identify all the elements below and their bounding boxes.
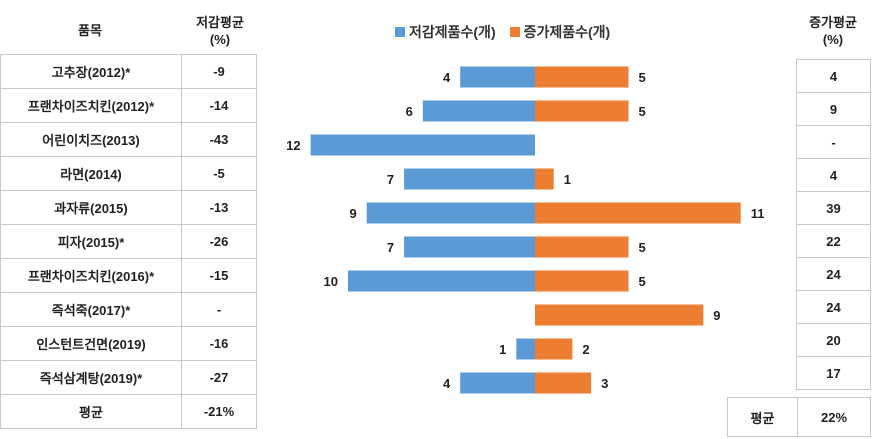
increase-data-label: 1 [564, 172, 571, 187]
table-row: 22 [796, 224, 871, 258]
increase-bar [535, 168, 554, 190]
table-row: 프랜차이즈치킨(2016)* -15 [0, 258, 257, 293]
decrease-data-label: 12 [286, 138, 300, 153]
table-row: 20 [796, 323, 871, 357]
legend-swatch-decrease [395, 27, 405, 37]
item-name-cell: 인스턴트건면(2019) [0, 326, 182, 361]
decrease-data-label: 7 [387, 240, 394, 255]
decrease-bar [348, 270, 535, 292]
item-name-cell: 즉석삼계탕(2019)* [0, 360, 182, 395]
decrease-avg-cell: -9 [181, 54, 257, 89]
increase-data-label: 5 [639, 274, 646, 289]
decrease-bar [366, 202, 535, 224]
item-name-cell: 과자류(2015) [0, 190, 182, 225]
increase-data-label: 5 [639, 240, 646, 255]
increase-avg-cell: 39 [796, 191, 871, 225]
increase-data-label: 5 [639, 104, 646, 119]
increase-bar [535, 372, 592, 394]
legend-label-decrease: 저감제품수(개) [409, 24, 496, 40]
decrease-bar [516, 338, 535, 360]
item-name-cell: 즉석죽(2017)* [0, 292, 182, 327]
decrease-avg-cell: -13 [181, 190, 257, 225]
increase-average-box: 평균 22% [727, 397, 871, 437]
decrease-bar [422, 100, 535, 122]
item-name-cell: 피자(2015)* [0, 224, 182, 259]
table-row: 인스턴트건면(2019) -16 [0, 326, 257, 361]
increase-avg-header: 증가평균 (%) [809, 15, 857, 47]
table-row: 4 [796, 158, 871, 192]
legend-swatch-increase [509, 27, 520, 37]
table-row: 24 [796, 257, 871, 291]
table-row: 과자류(2015) -13 [0, 190, 257, 225]
table-row: 피자(2015)* -26 [0, 224, 257, 259]
decrease-bar [404, 236, 535, 258]
decrease-avg-cell: -16 [181, 326, 257, 361]
table-row: 4 [796, 59, 871, 93]
legend-item-decrease: 저감제품수(개) [395, 22, 496, 42]
decrease-data-label: 1 [499, 342, 506, 357]
decrease-data-label: 6 [406, 104, 413, 119]
increase-avg-cell: 17 [796, 356, 871, 390]
increase-bar [535, 304, 704, 326]
increase-avg-cell: 24 [796, 257, 871, 291]
increase-average-value: 22% [820, 409, 848, 425]
table-row: 즉석죽(2017)* - [0, 292, 257, 327]
table-row: 라면(2014) -5 [0, 156, 257, 191]
increase-avg-cell: 4 [796, 158, 871, 192]
decrease-average-value-cell: -21% [181, 394, 257, 429]
increase-data-label: 3 [601, 376, 608, 391]
item-header: 품목 [78, 23, 102, 38]
increase-avg-cell: 20 [796, 323, 871, 357]
left-table: 고추장(2012)* -9 프랜차이즈치킨(2012)* -14 어린이치즈(2013)… [0, 54, 257, 429]
decrease-avg-cell: -14 [181, 88, 257, 123]
table-row: 17 [796, 356, 871, 390]
decrease-avg-header: 저감평균 (%) [196, 15, 244, 47]
increase-avg-cell: - [796, 125, 871, 159]
item-name-cell: 고추장(2012)* [0, 54, 182, 89]
table-row: - [796, 125, 871, 159]
increase-bar [535, 270, 629, 292]
decrease-bar [404, 168, 535, 190]
increase-bar [535, 236, 629, 258]
legend-item-increase: 증가제품수(개) [509, 22, 611, 42]
item-name-cell: 프랜차이즈치킨(2012)* [0, 88, 182, 123]
increase-data-label: 2 [582, 342, 589, 357]
increase-bar [535, 202, 741, 224]
decrease-data-label: 7 [387, 172, 394, 187]
decrease-avg-cell: -15 [181, 258, 257, 293]
decrease-data-label: 9 [349, 206, 356, 221]
increase-bar [535, 66, 629, 88]
legend-label-increase: 증가제품수(개) [523, 24, 611, 40]
item-name-cell: 어린이치즈(2013) [0, 122, 182, 157]
decrease-data-label: 10 [324, 274, 338, 289]
table-row: 고추장(2012)* -9 [0, 54, 257, 89]
decrease-avg-cell: -26 [181, 224, 257, 259]
decrease-bar [460, 372, 535, 394]
decrease-data-label: 4 [443, 70, 451, 85]
increase-avg-cell: 4 [796, 59, 871, 93]
table-row: 39 [796, 191, 871, 225]
increase-bar [535, 338, 573, 360]
decrease-data-label: 4 [443, 376, 451, 391]
decrease-bar [460, 66, 535, 88]
increase-data-label: 9 [713, 308, 720, 323]
decrease-bar [310, 134, 535, 156]
increase-average-label: 평균 [728, 398, 798, 436]
average-label-cell: 평균 [0, 394, 182, 429]
increase-bar [535, 100, 629, 122]
table-row: 어린이치즈(2013) -43 [0, 122, 257, 157]
increase-avg-cell: 22 [796, 224, 871, 258]
average-row: 평균 -21% [0, 394, 257, 429]
table-row: 프랜차이즈치킨(2012)* -14 [0, 88, 257, 123]
right-table: 4 9-4 39 22 24 24 20 17 [796, 59, 871, 390]
decrease-avg-cell: -43 [181, 122, 257, 157]
item-name-cell: 프랜차이즈치킨(2016)* [0, 258, 182, 293]
increase-data-label: 5 [639, 70, 646, 85]
increase-data-label: 11 [751, 206, 765, 221]
chart-legend: 저감제품수(개) 증가제품수(개) [395, 22, 610, 42]
